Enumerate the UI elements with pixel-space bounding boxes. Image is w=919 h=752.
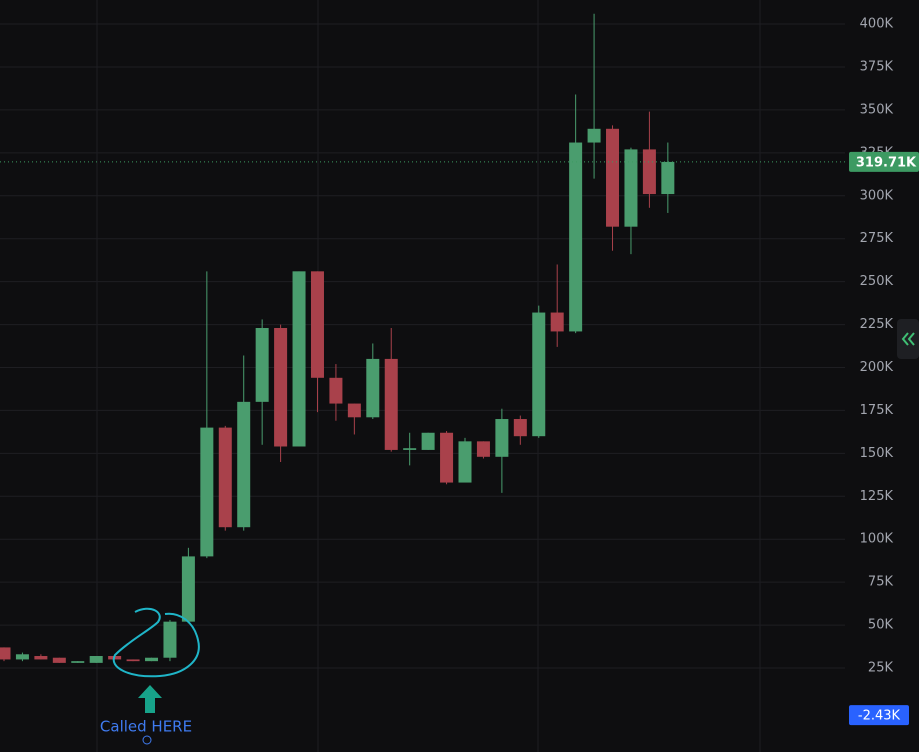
candle-body — [274, 328, 288, 447]
y-tick-label: 75K — [868, 575, 894, 590]
cursor-label: -2.43K — [858, 709, 901, 724]
y-tick-label: 250K — [860, 274, 894, 289]
y-tick-label: 350K — [860, 102, 894, 117]
annotation: Called HERE — [100, 718, 192, 736]
candle-body — [15, 654, 29, 660]
cursor-label-box — [849, 705, 909, 726]
candle-body — [237, 401, 251, 528]
candle-body — [476, 441, 490, 457]
candle-body — [532, 312, 546, 437]
candle-body — [163, 621, 177, 658]
candle-body — [606, 128, 620, 227]
candle-body — [52, 657, 66, 663]
candle-body — [569, 142, 583, 332]
candle-body — [145, 657, 159, 662]
candle-body — [440, 432, 454, 483]
candle-body — [255, 328, 269, 402]
arrow-icon — [138, 685, 162, 713]
y-tick-label: 300K — [860, 188, 894, 203]
price-label: 319.71K — [856, 155, 917, 170]
candle-body — [421, 432, 435, 450]
collapse-icon — [901, 332, 915, 346]
y-tick-label: 275K — [860, 231, 894, 246]
y-tick-label: 175K — [860, 403, 894, 418]
candle-body — [181, 556, 195, 622]
candle-body — [126, 659, 140, 662]
y-tick-label: 25K — [868, 661, 894, 676]
candle-body — [495, 419, 509, 457]
candle-body — [71, 661, 85, 663]
candle-body — [661, 161, 675, 195]
candle-body — [587, 128, 601, 143]
y-tick-label: 150K — [860, 446, 894, 461]
candle-body — [347, 403, 361, 418]
candle-body — [642, 149, 656, 195]
candle-body — [292, 271, 306, 447]
candle-body — [200, 427, 214, 557]
hand-drawn-circle — [112, 607, 200, 678]
candle-body — [513, 419, 527, 437]
y-tick-label: 125K — [860, 489, 894, 504]
candle-body — [384, 358, 398, 450]
y-tick-label: 50K — [868, 618, 894, 633]
candle-body — [550, 312, 564, 332]
candle-body — [34, 656, 48, 660]
annotation-dot — [142, 735, 152, 745]
candle-body — [310, 271, 324, 378]
candle-body — [329, 377, 343, 404]
candle-body — [366, 358, 380, 418]
candle-body — [0, 647, 11, 660]
y-tick-label: 400K — [860, 17, 894, 32]
candle-body — [403, 448, 417, 450]
candle-body — [624, 149, 638, 227]
candle-body — [89, 656, 103, 663]
y-tick-label: 225K — [860, 317, 894, 332]
candle-body — [458, 441, 472, 483]
candle-body — [218, 427, 232, 528]
y-tick-label: 100K — [860, 532, 894, 547]
plot: 25K 50K 75K 100K 125K 150K 175K 200K 225K 250K 275… — [0, 13, 919, 726]
price-label-box — [849, 151, 919, 172]
y-tick-label: 375K — [860, 59, 894, 74]
y-tick-label: 200K — [860, 360, 894, 375]
